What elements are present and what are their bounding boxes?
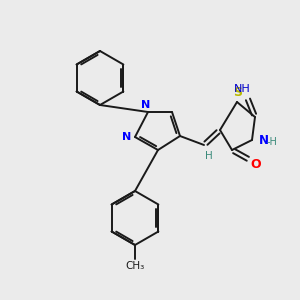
Text: N: N	[259, 134, 269, 146]
Text: H: H	[205, 151, 213, 161]
Text: N: N	[122, 132, 132, 142]
Text: -H: -H	[267, 137, 278, 147]
Text: CH₃: CH₃	[125, 261, 145, 271]
Text: O: O	[251, 158, 261, 170]
Text: N: N	[141, 100, 151, 110]
Text: S: S	[233, 85, 242, 98]
Text: NH: NH	[234, 84, 250, 94]
